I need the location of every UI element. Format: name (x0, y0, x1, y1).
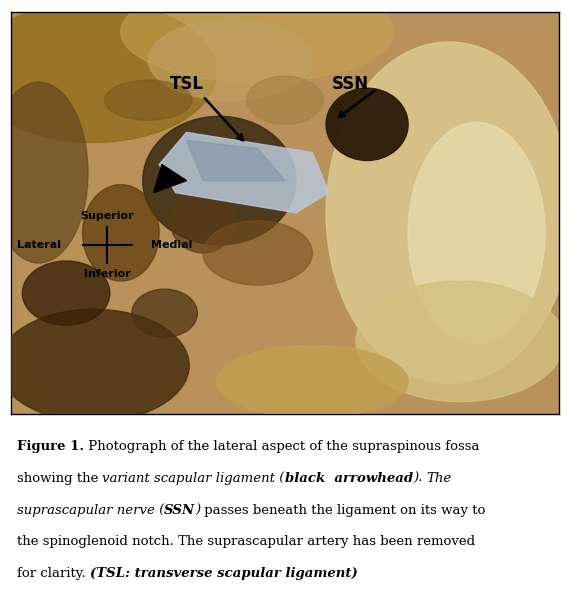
Ellipse shape (132, 289, 197, 337)
Text: The: The (426, 472, 452, 485)
Ellipse shape (326, 42, 570, 384)
Text: Lateral: Lateral (17, 240, 60, 250)
Ellipse shape (22, 261, 110, 325)
Ellipse shape (326, 88, 408, 161)
Ellipse shape (121, 0, 394, 82)
Text: SSN: SSN (332, 75, 369, 93)
Text: showing the: showing the (17, 472, 103, 485)
Text: for clarity.: for clarity. (17, 567, 90, 580)
Ellipse shape (0, 2, 217, 142)
Text: passes beneath the ligament on its way to: passes beneath the ligament on its way t… (201, 504, 486, 517)
Polygon shape (186, 141, 285, 181)
Text: ): ) (196, 504, 201, 517)
Text: Superior: Superior (80, 211, 134, 221)
Text: suprascapular nerve: suprascapular nerve (17, 504, 154, 517)
Text: (: ( (154, 504, 164, 517)
Ellipse shape (83, 184, 159, 281)
Ellipse shape (0, 82, 88, 263)
Text: Medial: Medial (151, 240, 192, 250)
Text: Inferior: Inferior (84, 269, 131, 279)
Ellipse shape (0, 309, 189, 422)
Text: variant scapular ligament: variant scapular ligament (103, 472, 275, 485)
Ellipse shape (142, 116, 296, 245)
Polygon shape (159, 132, 329, 213)
Ellipse shape (170, 189, 236, 253)
Ellipse shape (356, 281, 564, 402)
Text: (TSL: transverse scapular ligament): (TSL: transverse scapular ligament) (90, 567, 357, 580)
Ellipse shape (408, 122, 545, 343)
Text: black  arrowhead: black arrowhead (285, 472, 413, 485)
Ellipse shape (217, 345, 408, 418)
Text: Figure 1.: Figure 1. (17, 440, 84, 453)
Ellipse shape (104, 80, 192, 121)
Ellipse shape (247, 76, 323, 124)
Text: TSL: TSL (169, 75, 203, 93)
Text: SSN: SSN (164, 504, 196, 517)
Text: Photograph of the lateral aspect of the supraspinous fossa: Photograph of the lateral aspect of the … (84, 440, 479, 453)
Ellipse shape (148, 20, 312, 100)
Text: the spinoglenoid notch. The suprascapular artery has been removed: the spinoglenoid notch. The suprascapula… (17, 535, 475, 548)
Text: ).: ). (413, 472, 426, 485)
Ellipse shape (203, 221, 312, 285)
Text: (: ( (275, 472, 285, 485)
Polygon shape (154, 164, 186, 193)
